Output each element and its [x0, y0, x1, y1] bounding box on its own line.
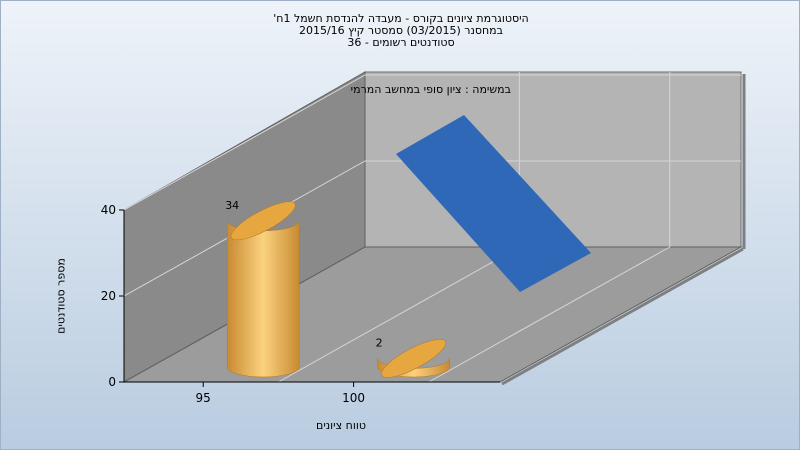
- series-label: במשימה : ציון סופי במחשב המרמי: [350, 83, 511, 96]
- floor-edge: [501, 247, 744, 386]
- bar-data-label: 2: [376, 336, 383, 349]
- bar-body: [226, 220, 300, 378]
- y-axis-title: מספר סטודנטים: [54, 258, 68, 334]
- bar: 34: [225, 199, 300, 378]
- bars: 34 2: [225, 199, 450, 378]
- y-grid-line: [123, 160, 741, 297]
- x-grid-line-floor: [278, 246, 520, 383]
- x-tick-label: 95: [196, 391, 211, 405]
- bar-top: [230, 201, 296, 241]
- y-tick-label: 0: [108, 375, 116, 389]
- y-tick-label: 40: [101, 203, 116, 217]
- series-marker: [396, 115, 591, 292]
- x-tick-label: 100: [342, 391, 365, 405]
- x-grid-line-floor: [428, 246, 671, 383]
- y-grid-line: [123, 74, 741, 211]
- bar-top: [381, 339, 446, 378]
- chart-title-line-2: במחסנר (03/2015) סמסטר קיץ 2015/16: [298, 24, 504, 37]
- bar: 2: [376, 336, 450, 378]
- chart-title-line-3: סטודנטים רשומים - 36: [347, 36, 455, 49]
- series-marker-shape: [396, 115, 591, 292]
- tick-labels: 0 20 40 95 100: [101, 203, 365, 405]
- y-tick-label: 20: [101, 289, 116, 303]
- x-axis-title: טווח ציונים: [316, 419, 366, 432]
- bar-data-label: 34: [225, 199, 239, 212]
- plot-walls: [122, 71, 746, 386]
- chart-title-line-1: היסטוגרמת ציונים בקורס - מעבדה להנדסת חש…: [273, 12, 529, 25]
- grid-lines: [123, 72, 741, 383]
- axes: [119, 209, 500, 387]
